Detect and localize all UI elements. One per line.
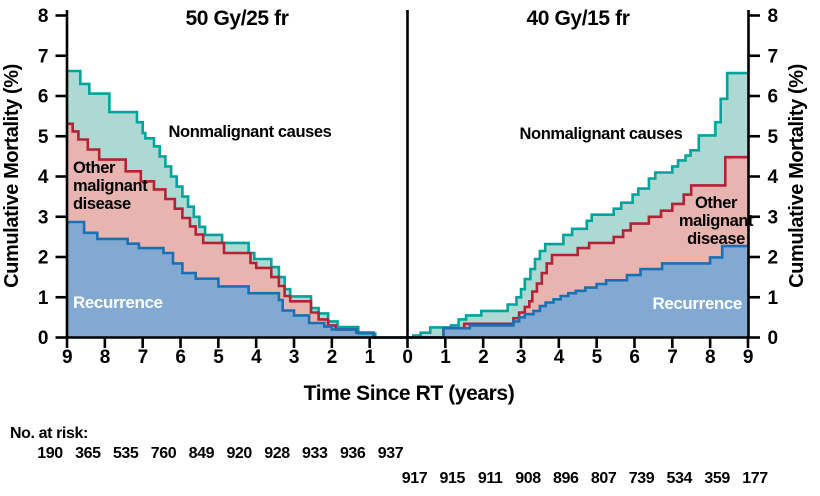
y-tick-label-right-5: 5 xyxy=(768,127,779,148)
x-tick-label-right-2: 2 xyxy=(478,347,488,368)
risk-count-right-9: 177 xyxy=(742,470,768,487)
x-tick-label-right-3: 3 xyxy=(516,347,526,368)
at-risk-counts: 190 365 535 760 849 920 928 933 936 937 917 915 911 9… xyxy=(37,445,768,487)
curve-left-recurrence xyxy=(67,220,408,339)
x-tick-label-left-7: 7 xyxy=(138,347,148,368)
y-tick-label-right-3: 3 xyxy=(768,207,778,228)
risk-count-left-8: 936 xyxy=(340,445,366,462)
risk-count-left-0: 190 xyxy=(37,445,63,462)
x-tick-label-left-2: 2 xyxy=(327,347,337,368)
x-tick-label-right-9: 9 xyxy=(743,347,753,368)
step-curves xyxy=(67,69,748,339)
x-tick-label-left-8: 8 xyxy=(100,347,110,368)
y-tick-label-left-8: 8 xyxy=(38,6,48,27)
panel-title-left: 50 Gy/25 fr xyxy=(186,7,289,30)
y-axis-label-left: Cumulative Mortality (%) xyxy=(1,64,23,288)
x-tick-label-right-7: 7 xyxy=(667,347,677,368)
x-tick-label-left-6: 6 xyxy=(175,347,185,368)
curve-left-other-malignant-disease xyxy=(67,122,408,339)
tick-labels: 0 0 1 1 2 2 3 3 4 4 5 5 6 6 7 7 8 8 9 8 7 6 5 4 3 2 1 0 1 2 3 4 5 6 7 8 9 xyxy=(38,6,779,368)
risk-count-right-2: 911 xyxy=(478,470,503,487)
risk-count-left-4: 849 xyxy=(189,445,215,462)
risk-count-right-6: 739 xyxy=(629,470,655,487)
y-tick-label-right-4: 4 xyxy=(768,167,779,188)
annotation-other-left-line2: malignant xyxy=(73,177,148,195)
curve-right-other-malignant-disease xyxy=(407,155,748,339)
y-tick-label-left-6: 6 xyxy=(38,87,48,108)
annotation-recurrence-left: Recurrence xyxy=(73,293,163,312)
y-tick-label-left-1: 1 xyxy=(38,288,49,309)
y-tick-label-left-3: 3 xyxy=(38,207,48,228)
risk-count-left-7: 933 xyxy=(302,445,328,462)
risk-count-left-2: 535 xyxy=(113,445,139,462)
risk-count-left-9: 937 xyxy=(378,445,404,462)
annotation-other-right-line2: malignant xyxy=(679,212,754,230)
area-left-recurrence xyxy=(67,222,408,338)
x-tick-label-left-5: 5 xyxy=(213,347,224,368)
y-tick-label-right-2: 2 xyxy=(768,248,778,269)
annotation-nonmalignant-right: Nonmalignant causes xyxy=(520,125,683,143)
risk-count-left-3: 760 xyxy=(151,445,177,462)
annotation-other-right-line3: disease xyxy=(687,230,745,248)
x-tick-label-right-6: 6 xyxy=(629,347,639,368)
risk-count-right-7: 534 xyxy=(667,470,693,487)
x-tick-label-left-3: 3 xyxy=(289,347,299,368)
x-tick-label-right-4: 4 xyxy=(554,347,565,368)
curve-left-nonmalignant-causes xyxy=(67,69,408,339)
annotation-nonmalignant-left: Nonmalignant causes xyxy=(169,123,332,141)
no-at-risk-label: No. at risk: xyxy=(10,425,88,442)
x-axis-label: Time Since RT (years) xyxy=(304,382,515,405)
risk-count-right-3: 908 xyxy=(515,470,541,487)
risk-count-left-5: 920 xyxy=(226,445,252,462)
x-tick-label-right-5: 5 xyxy=(592,347,603,368)
x-tick-label-left-4: 4 xyxy=(251,347,262,368)
x-tick-label-right-1: 1 xyxy=(440,347,451,368)
y-tick-label-right-0: 0 xyxy=(768,328,778,349)
x-tick-label-left-1: 1 xyxy=(365,347,376,368)
risk-count-left-6: 928 xyxy=(264,445,290,462)
risk-count-right-1: 915 xyxy=(440,470,466,487)
risk-count-right-4: 896 xyxy=(553,470,579,487)
x-tick-label-left-9: 9 xyxy=(62,347,72,368)
risk-count-right-5: 807 xyxy=(591,470,617,487)
y-tick-label-left-4: 4 xyxy=(38,167,49,188)
y-tick-label-right-1: 1 xyxy=(768,288,779,309)
y-tick-label-left-5: 5 xyxy=(38,127,49,148)
x-tick-label-right-8: 8 xyxy=(705,347,715,368)
annotation-other-left-line1: Other xyxy=(73,159,116,177)
x-tick-label-center-0: 0 xyxy=(402,347,412,368)
y-tick-label-right-8: 8 xyxy=(768,6,778,27)
risk-count-right-8: 359 xyxy=(704,470,730,487)
y-tick-label-right-7: 7 xyxy=(768,46,778,67)
y-tick-label-right-6: 6 xyxy=(768,87,778,108)
annotation-other-left-line3: disease xyxy=(73,195,131,213)
annotation-other-right-line1: Other xyxy=(695,194,738,212)
panel-title-right: 40 Gy/15 fr xyxy=(527,7,630,30)
axes xyxy=(55,10,760,348)
curve-right-recurrence xyxy=(407,244,748,339)
curve-right-nonmalignant-causes xyxy=(407,71,748,339)
y-tick-label-left-0: 0 xyxy=(38,328,48,349)
y-axis-label-right: Cumulative Mortality (%) xyxy=(786,64,808,288)
y-tick-label-left-7: 7 xyxy=(38,46,48,67)
risk-count-left-1: 365 xyxy=(75,445,101,462)
annotation-recurrence-right: Recurrence xyxy=(652,294,742,313)
risk-count-right-0: 917 xyxy=(402,470,428,487)
y-tick-label-left-2: 2 xyxy=(38,248,48,269)
